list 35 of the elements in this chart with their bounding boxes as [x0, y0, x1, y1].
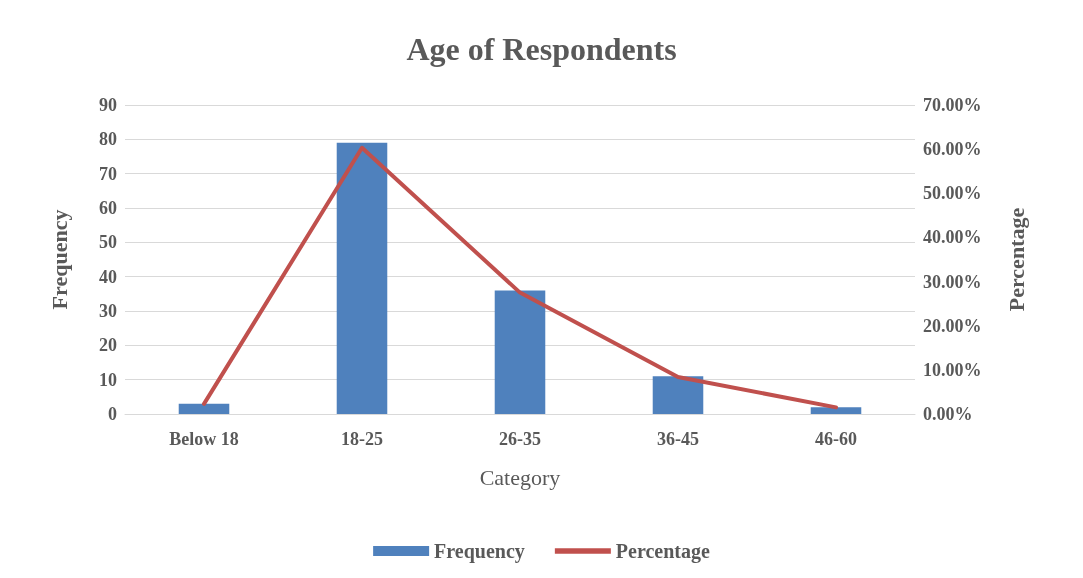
y-axis-title: Frequency: [46, 209, 72, 310]
bar: [810, 407, 862, 414]
bar: [494, 290, 546, 414]
legend-label: Percentage: [615, 540, 710, 563]
y2-tick-label: 60.00%: [923, 139, 982, 160]
x-tick-label: 18-25: [341, 429, 383, 449]
chart-title: Age of Respondents: [406, 31, 677, 67]
bar: [178, 403, 230, 414]
y2-tick-label: 40.00%: [923, 227, 982, 248]
y-tick-label: 40: [99, 266, 117, 287]
y2-tick-label: 10.00%: [923, 359, 982, 380]
y-tick-label: 50: [99, 232, 117, 253]
x-tick-label: 26-35: [499, 429, 541, 449]
bar: [652, 376, 704, 414]
y-tick-label: 20: [99, 335, 117, 356]
y2-tick-label: 20.00%: [923, 315, 982, 336]
y-tick-label: 90: [99, 95, 117, 115]
x-tick-label: Below 18: [169, 429, 239, 449]
bar: [336, 142, 388, 414]
x-tick-label: 36-45: [657, 429, 699, 449]
y-tick-label: 80: [99, 129, 117, 150]
y2-tick-label: 30.00%: [923, 271, 982, 292]
x-tick-label: 46-60: [815, 429, 857, 449]
y2-axis-title: Percentage: [1003, 207, 1029, 312]
y-tick-label: 30: [99, 301, 117, 321]
y-tick-label: 70: [99, 163, 117, 184]
legend-label: Frequency: [434, 540, 525, 563]
y-tick-label: 60: [99, 198, 117, 218]
line-series: [202, 145, 838, 410]
y-tick-label: 0: [108, 404, 117, 424]
y2-tick-label: 50.00%: [923, 183, 982, 204]
y2-tick-label: 70.00%: [923, 95, 982, 115]
y-tick-label: 10: [99, 369, 117, 390]
x-axis-title: Category: [479, 464, 561, 490]
y2-tick-label: 0.00%: [923, 404, 973, 424]
